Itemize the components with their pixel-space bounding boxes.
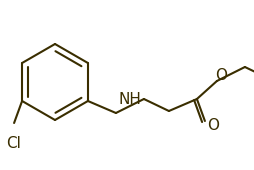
Text: O: O bbox=[215, 67, 227, 82]
Text: O: O bbox=[207, 117, 219, 132]
Text: Cl: Cl bbox=[6, 136, 21, 151]
Text: NH: NH bbox=[118, 92, 141, 107]
